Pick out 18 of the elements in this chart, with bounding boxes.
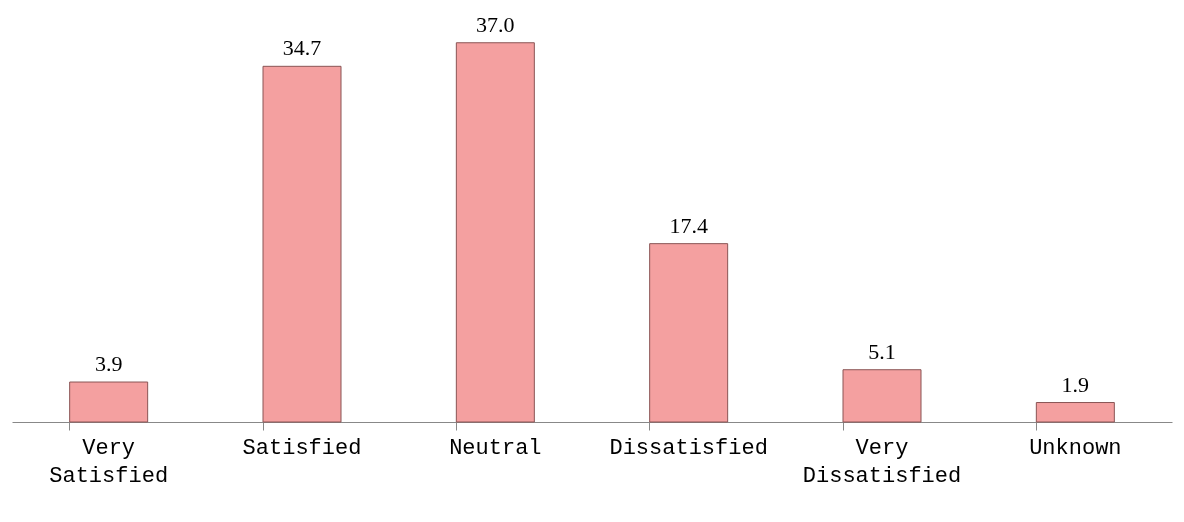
bar <box>649 243 729 423</box>
bar <box>69 381 149 423</box>
data-label: 5.1 <box>868 338 896 364</box>
data-label: 37.0 <box>476 11 515 37</box>
x-tick-label: Neutral <box>449 435 542 461</box>
data-label: 3.9 <box>94 351 123 377</box>
x-tick-label: Very Satisfied <box>49 435 169 489</box>
data-label: 34.7 <box>282 35 322 61</box>
bar <box>1035 402 1115 423</box>
bar <box>842 369 922 423</box>
data-label: 1.9 <box>1061 371 1090 397</box>
bar <box>262 65 342 423</box>
x-tick-label: Very Dissatisfied <box>802 435 962 489</box>
data-label: 17.4 <box>669 212 708 238</box>
x-tick-label: Satisfied <box>242 435 362 461</box>
x-tick-label: Dissatisfied <box>609 435 768 461</box>
x-tick-label: Unknown <box>1029 435 1122 461</box>
bar <box>455 42 535 423</box>
